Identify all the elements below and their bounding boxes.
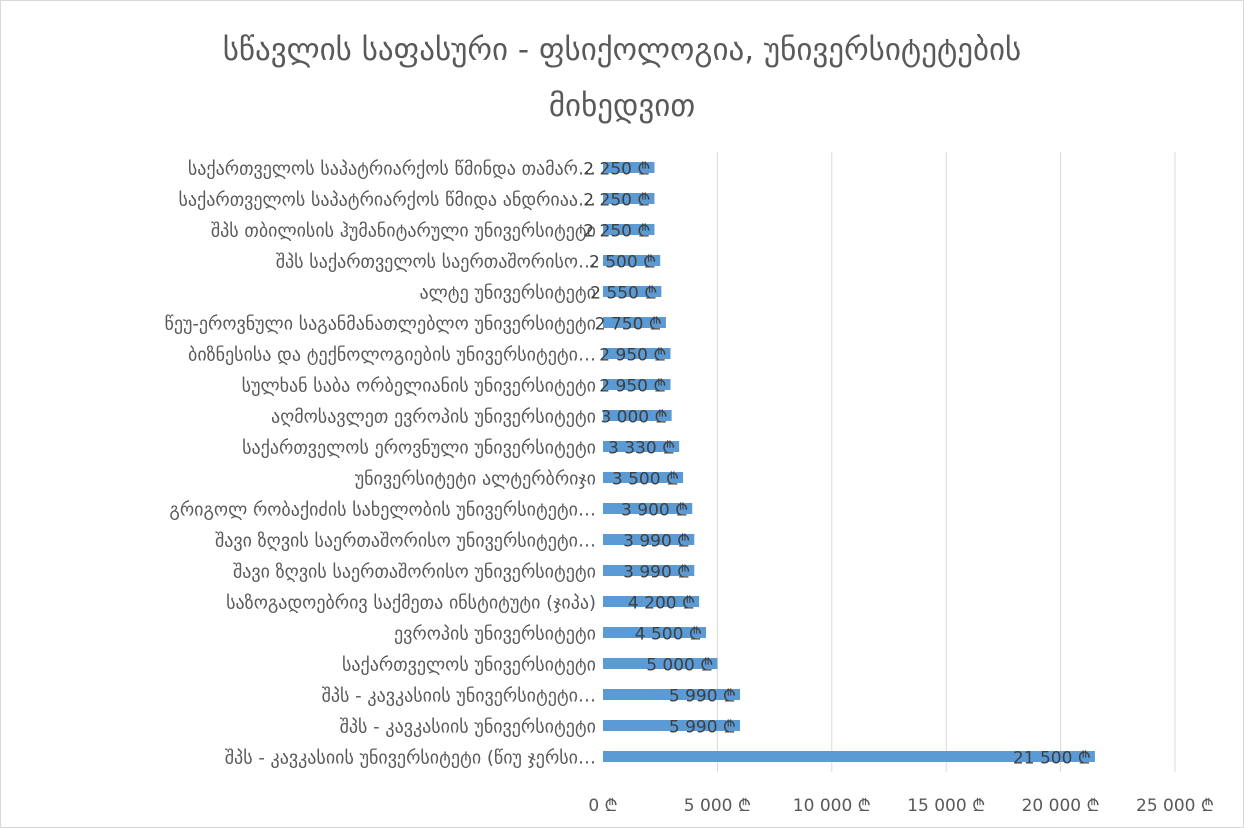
bar [603,255,661,266]
bar [603,534,695,545]
data-label: 2 500 ₾ [589,253,656,273]
category-label: აღმოსავლეთ ევროპის უნივერსიტეტი [271,407,596,428]
bar [603,503,693,514]
x-tick-label: 10 000 ₾ [793,796,871,816]
data-label: 5 990 ₾ [669,718,736,738]
x-tick-label: 15 000 ₾ [907,796,985,816]
data-label: 2 550 ₾ [590,284,657,304]
category-label: შავი ზღვის საერთაშორისო უნივერსიტეტი… [215,531,596,552]
bar [603,627,706,638]
bar [603,596,700,607]
data-label: 3 990 ₾ [623,563,690,583]
category-label: უნივერსიტეტი ალტერბრიჯი [355,469,596,490]
data-label: 2 250 ₾ [583,191,650,211]
x-tick-label: 20 000 ₾ [1022,796,1100,816]
category-label: შპს თბილისის ჰუმანიტარული უნივერსიტეტი [211,221,596,242]
data-label: 2 250 ₾ [583,222,650,242]
data-label: 3 900 ₾ [621,501,688,521]
data-label: 2 250 ₾ [583,160,650,180]
bar [603,193,655,204]
category-label: შპს - კავკასიის უნივერსიტეტი… [322,686,596,707]
bar [603,689,741,700]
category-label: საქართველოს საპატრიარქოს წმინდა თამარ… [188,159,596,180]
bar [603,565,695,576]
category-label: საზოგადოებრივ საქმეთა ინსტიტუტი (ჯიპა) [226,593,596,614]
bar [603,224,655,235]
data-label: 2 950 ₾ [599,377,666,397]
category-label: წეუ-ეროვნული საგანმანათლებლო უნივერსიტეტ… [165,314,596,335]
data-label: 4 500 ₾ [635,625,702,645]
category-label: ბიზნესისა და ტექნოლოგიების უნივერსიტეტი… [188,345,596,366]
chart-title-line-2: მიხედვით [548,88,696,124]
bar [603,720,741,731]
data-label: 3 990 ₾ [623,532,690,552]
bar [603,441,680,452]
data-label: 3 500 ₾ [612,470,679,490]
category-label: შპს საქართველოს საერთაშორისო… [276,252,596,273]
data-label: 3 330 ₾ [608,439,675,459]
bar [603,162,655,173]
bar [603,379,671,390]
bar [603,317,666,328]
category-label: შპს - კავკასიის უნივერსიტეტი (წიუ ჯერსი… [225,748,596,769]
data-label: 21 500 ₾ [1013,749,1091,769]
category-label: გრიგოლ რობაქიძის სახელობის უნივერსიტეტი… [169,500,596,521]
data-label: 4 200 ₾ [628,594,695,614]
category-label: საქართველოს ეროვნული უნივერსიტეტი [242,438,596,459]
category-label: საქართველოს უნივერსიტეტი [342,655,596,676]
category-label: სულხან საბა ორბელიანის უნივერსიტეტი [242,376,596,397]
category-label: ალტე უნივერსიტეტი [420,283,597,304]
bar [603,348,671,359]
x-tick-label: 5 000 ₾ [684,796,751,816]
category-label: შავი ზღვის საერთაშორისო უნივერსიტეტი [233,562,596,583]
bar [603,658,718,669]
data-label: 2 950 ₾ [599,346,666,366]
x-tick-label: 25 000 ₾ [1136,796,1214,816]
category-label: საქართველოს საპატრიარქოს წმიდა ანდრიაა… [179,190,597,211]
data-label: 2 750 ₾ [595,315,662,335]
bar [603,751,1095,762]
x-tick-label: 0 ₾ [588,796,617,816]
chart-title-line-1: სწავლის საფასური - ფსიქოლოგია, უნივერსიტ… [222,32,1022,68]
bar [603,472,684,483]
category-label: შპს - კავკასიის უნივერსიტეტი [340,717,596,738]
data-label: 3 000 ₾ [600,408,667,428]
chart-title: სწავლის საფასური - ფსიქოლოგია, უნივერსიტ… [0,22,1244,134]
data-label: 5 990 ₾ [669,687,736,707]
bar [603,286,662,297]
data-label: 5 000 ₾ [646,656,713,676]
category-label: ევროპის უნივერსიტეტი [394,624,596,645]
bar [603,410,672,421]
